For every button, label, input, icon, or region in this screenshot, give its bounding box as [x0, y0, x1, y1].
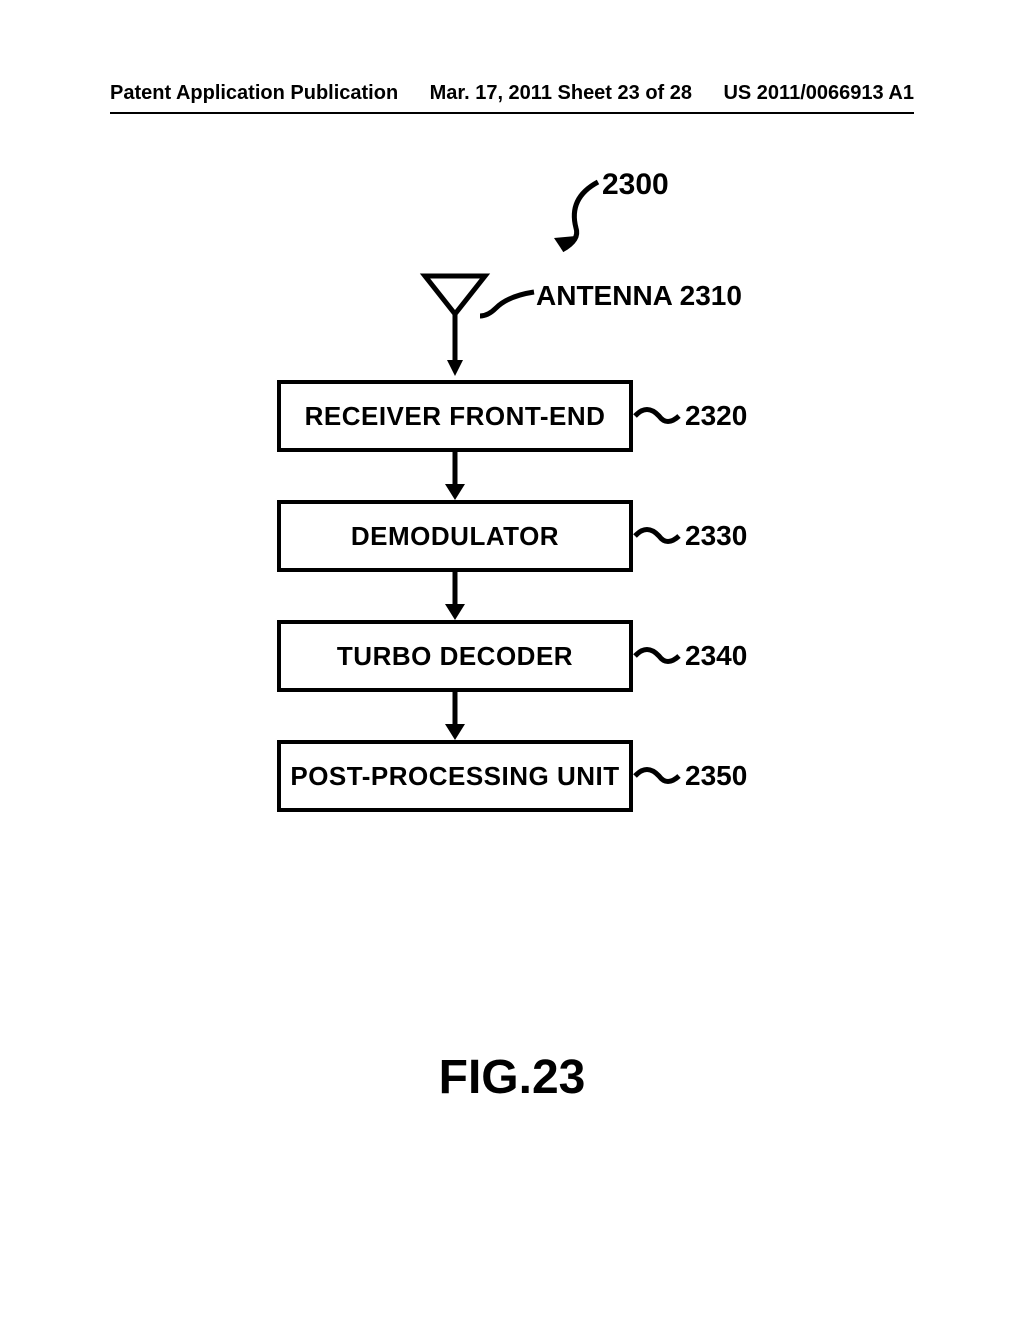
page-header: Patent Application Publication Mar. 17, … [0, 82, 1024, 105]
block-text: DEMODULATOR [351, 521, 559, 552]
arrow-2320-to-2330 [440, 452, 470, 500]
header-rule [110, 112, 914, 114]
antenna-label: ANTENNA 2310 [536, 280, 742, 312]
header-middle: Mar. 17, 2011 Sheet 23 of 28 [430, 82, 692, 105]
block-2320: RECEIVER FRONT-END [277, 380, 633, 452]
figure-caption: FIG.23 [0, 1050, 1024, 1105]
ref-2350: 2350 [685, 760, 747, 792]
block-diagram: 2300 ANTENNA 2310 RECEIVER FRONT-END 2320… [0, 160, 1024, 1060]
leader-2320 [633, 399, 683, 433]
ref-2320: 2320 [685, 400, 747, 432]
arrow-2330-to-2340 [440, 572, 470, 620]
block-2340: TURBO DECODER [277, 620, 633, 692]
block-2350: POST-PROCESSING UNIT [277, 740, 633, 812]
ref-2340: 2340 [685, 640, 747, 672]
figure-ref-2300: 2300 [602, 168, 669, 202]
ref-2330: 2330 [685, 520, 747, 552]
block-2330: DEMODULATOR [277, 500, 633, 572]
block-text: TURBO DECODER [337, 641, 573, 672]
leader-2350 [633, 759, 683, 793]
header-left: Patent Application Publication [110, 82, 398, 105]
block-text: POST-PROCESSING UNIT [290, 761, 619, 792]
leader-antenna [478, 288, 538, 328]
leader-curve-2300 [548, 178, 608, 258]
header-right: US 2011/0066913 A1 [723, 82, 914, 105]
arrow-2340-to-2350 [440, 692, 470, 740]
leader-2330 [633, 519, 683, 553]
block-text: RECEIVER FRONT-END [305, 401, 606, 432]
leader-2340 [633, 639, 683, 673]
